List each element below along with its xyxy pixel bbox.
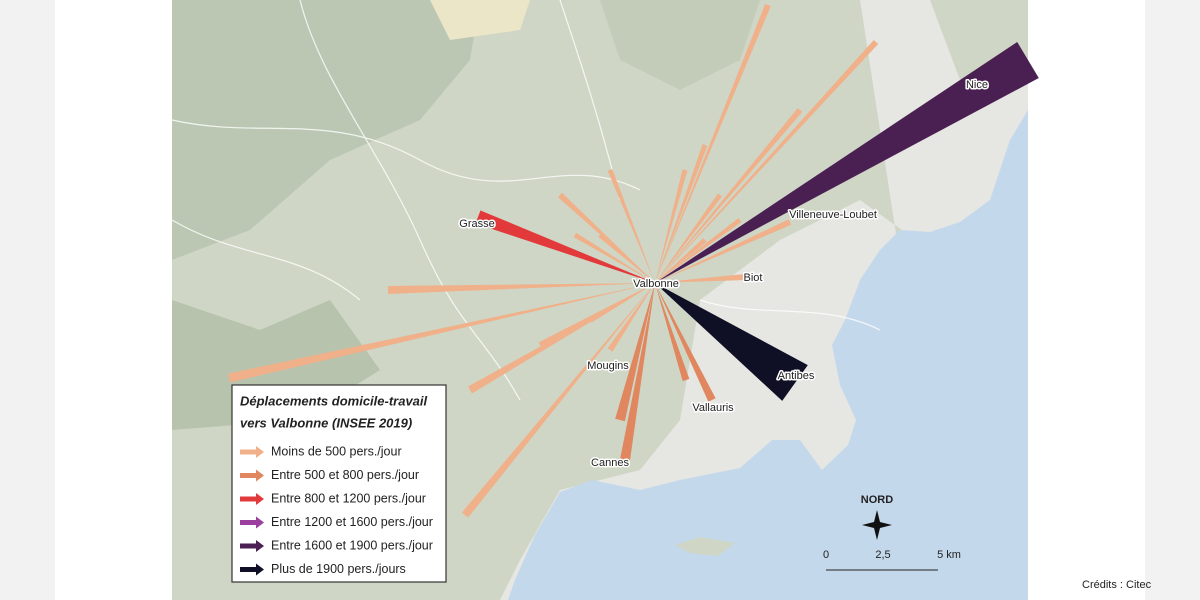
legend-arrow [240,446,264,458]
flow [655,217,742,283]
flow [461,283,655,518]
flow [655,3,771,284]
place-label: Vallauris [692,402,734,414]
flow [228,283,655,383]
legend-arrow [240,563,264,576]
flow [655,283,808,401]
flow [620,283,655,461]
flow [655,283,690,382]
flow [655,169,688,283]
credits: Crédits : Citec [1082,579,1152,591]
flow [615,283,655,422]
legend-arrow [240,540,264,552]
flow [655,39,879,283]
flow [655,193,723,283]
flow [475,210,655,283]
legend-label: Entre 1600 et 1900 pers./jour [271,538,433,552]
legend: Déplacements domicile-travail vers Valbo… [231,384,447,583]
place-label: Valbonne [633,278,679,290]
legend-box [231,384,447,583]
place-labels: Valbonne Grasse Nice Villeneuve-Loubet Biot M… [458,77,990,470]
place-label: Mougins [587,360,629,372]
flow [655,41,1039,283]
flow [573,232,655,283]
place-label: Nice [966,79,988,91]
scale-label: 5 km [937,549,961,561]
scale-bar: 0 2,5 5 km [823,549,961,571]
place-label: Villeneuve-Loubet [789,209,877,221]
legend-label: Entre 800 et 1200 pers./jour [271,491,426,505]
flow [655,219,792,283]
flow [655,238,707,283]
legend-label: Entre 1200 et 1600 pers./jour [271,515,433,529]
scale-label: 0 [823,549,829,561]
north-arrow: NORD [861,494,893,540]
flow [655,144,708,283]
place-label: Biot [744,272,763,284]
north-label: NORD [861,494,893,506]
flow [607,283,655,352]
flow [655,274,746,283]
flow [598,233,655,283]
compass [862,510,892,540]
flow [387,283,655,294]
flow [655,108,803,283]
legend-arrow [240,469,264,482]
flow [588,283,655,323]
legend-items: Moins de 500 pers./jour Entre 500 et 800 … [240,444,433,576]
legend-title: Déplacements domicile-travail [240,393,428,408]
legend-arrow [240,516,264,529]
legend-title: vers Valbonne (INSEE 2019) [240,415,412,430]
legend-label: Entre 500 et 800 pers./jour [271,468,419,482]
legend-arrow [240,493,264,505]
scale-label: 2,5 [875,549,890,561]
place-label: Cannes [591,457,629,469]
flow [655,283,716,402]
flows [228,3,1039,518]
legend-label: Plus de 1900 pers./jours [271,562,406,576]
place-label: Antibes [778,370,815,382]
legend-label: Moins de 500 pers./jour [271,444,402,458]
place-label: Grasse [459,218,494,230]
flow [607,169,655,283]
